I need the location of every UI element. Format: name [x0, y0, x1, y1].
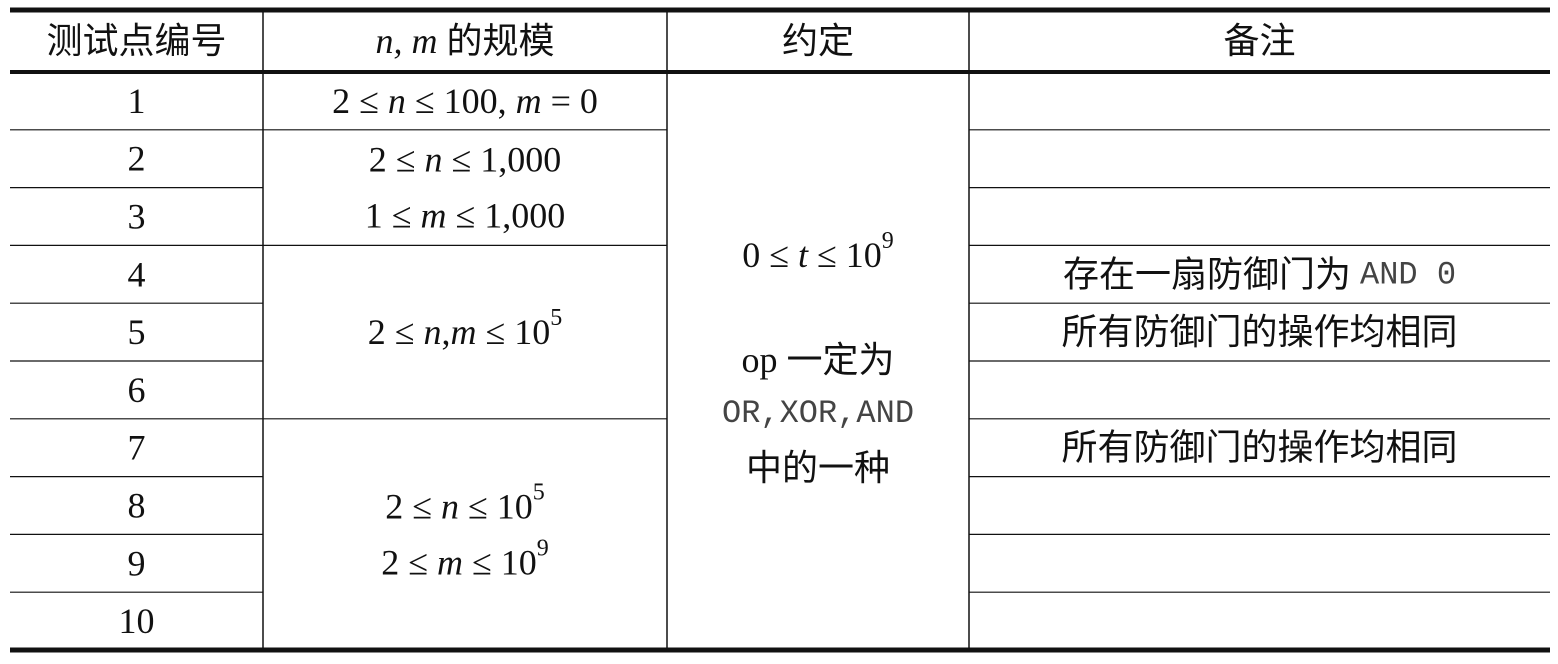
text-segment: 测试点编号	[46, 21, 226, 61]
test-id: 6	[128, 370, 146, 410]
text-segment: 所有防御门的操作均相同	[1061, 428, 1457, 468]
header-cell: n, m 的规模	[375, 21, 554, 61]
text-segment: ≤ 100,	[406, 81, 516, 121]
text-segment: n	[425, 140, 443, 180]
test-id: 9	[128, 543, 146, 583]
scale-cell: 2 ≤ n ≤ 100, m = 0	[332, 81, 598, 121]
scale-cell: 2 ≤ m ≤ 109	[381, 535, 549, 582]
text-segment: n	[424, 312, 442, 352]
scale-cell: 2 ≤ n ≤ 105	[385, 479, 545, 526]
text-segment: n	[441, 486, 459, 526]
test-id: 2	[128, 139, 146, 179]
text-segment: n	[388, 81, 406, 121]
text-segment: op 一定为	[741, 340, 894, 380]
text-segment: 5	[550, 305, 562, 331]
text-segment: 9	[537, 535, 549, 561]
text-segment: ≤ 1,000	[443, 140, 562, 180]
test-id: 1	[128, 81, 146, 121]
text-segment: ≤ 10	[808, 235, 882, 275]
note-cell: 存在一扇防御门为 AND 0	[1063, 254, 1456, 294]
test-id: 5	[128, 312, 146, 352]
note-cell: 所有防御门的操作均相同	[1061, 428, 1457, 468]
text-segment: 2 ≤	[369, 140, 425, 180]
text-segment: 2 ≤	[381, 542, 437, 582]
header-cell: 约定	[782, 21, 854, 61]
text-segment: 2 ≤	[332, 81, 388, 121]
header-cell: 备注	[1223, 21, 1295, 61]
text-segment: OR,XOR,AND	[722, 395, 914, 432]
convention-cell: op 一定为	[741, 340, 894, 380]
convention-cell: 0 ≤ t ≤ 109	[742, 228, 894, 275]
text-segment: 的规模	[437, 21, 554, 61]
text-segment: m	[451, 312, 477, 352]
scale-cell: 2 ≤ n,m ≤ 105	[368, 305, 563, 352]
text-segment: 所有防御门的操作均相同	[1061, 312, 1457, 352]
text-segment: 9	[882, 228, 894, 254]
text-segment: t	[798, 235, 809, 275]
scale-cell: 2 ≤ n ≤ 1,000	[369, 140, 562, 180]
text-segment: m	[421, 196, 447, 236]
text-segment: ≤ 10	[463, 542, 537, 582]
test-id: 4	[128, 254, 146, 294]
convention-cell: 中的一种	[746, 448, 890, 488]
text-segment: 5	[533, 479, 545, 505]
test-id: 10	[119, 601, 155, 641]
text-segment: ≤ 10	[459, 486, 533, 526]
text-segment: n, m	[375, 21, 437, 61]
text-segment: 1 ≤	[365, 196, 421, 236]
text-segment: m	[516, 81, 542, 121]
text-segment: 约定	[782, 21, 854, 61]
text-segment: = 0	[542, 81, 598, 121]
text-segment: ,	[442, 312, 451, 352]
text-segment: 存在一扇防御门为	[1063, 254, 1360, 294]
text-segment: ≤ 10	[477, 312, 551, 352]
header-cell: 测试点编号	[46, 21, 226, 61]
text-segment: 备注	[1223, 21, 1295, 61]
scale-cell: 1 ≤ m ≤ 1,000	[365, 196, 566, 236]
test-id: 7	[128, 428, 146, 468]
text-segment: 中的一种	[746, 448, 890, 488]
note-cell: 所有防御门的操作均相同	[1061, 312, 1457, 352]
text-segment: 2 ≤	[385, 486, 441, 526]
text-segment: 0 ≤	[742, 235, 798, 275]
test-id: 3	[128, 197, 146, 237]
text-segment: 2 ≤	[368, 312, 424, 352]
test-id: 8	[128, 486, 146, 526]
text-segment: m	[437, 542, 463, 582]
text-segment: ≤ 1,000	[447, 196, 566, 236]
text-segment: AND 0	[1360, 256, 1456, 293]
convention-cell: OR,XOR,AND	[722, 395, 914, 432]
